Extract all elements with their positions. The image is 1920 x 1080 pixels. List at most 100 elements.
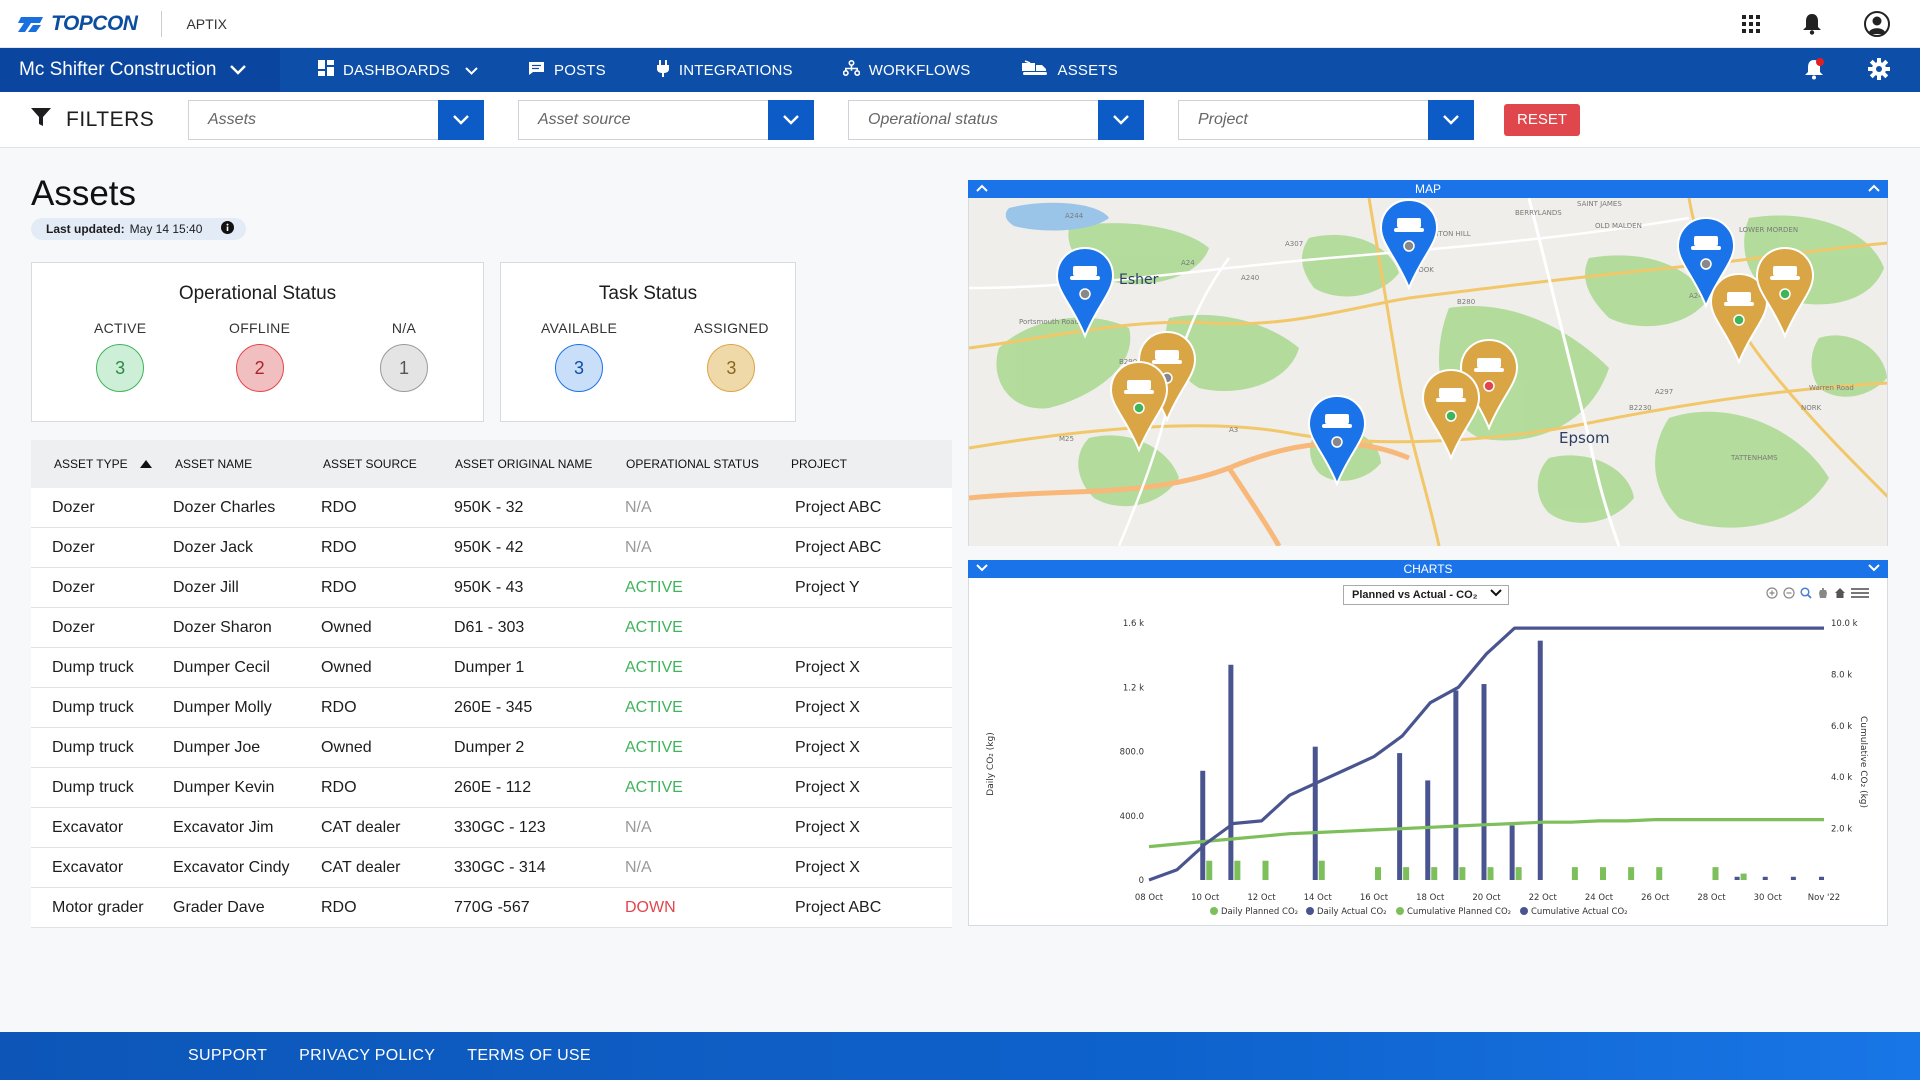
table-row[interactable]: Dozer Dozer Jack RDO 950K - 42 N/A Project AB… xyxy=(31,528,952,568)
assets-map[interactable]: Esher Epsom SAINT JAMES BERRYLANDS OLD MAL… xyxy=(968,198,1888,546)
column-header-asset-original-name[interactable]: ASSET ORIGINAL NAME xyxy=(455,457,593,471)
map-panel-header[interactable]: MAP xyxy=(968,180,1888,198)
apps-grid-icon[interactable] xyxy=(1742,15,1760,33)
table-row[interactable]: Dozer Dozer Jill RDO 950K - 43 ACTIVE Project… xyxy=(31,568,952,608)
notification-bell-icon[interactable] xyxy=(1802,13,1822,35)
map-small-label: A3 xyxy=(1229,426,1238,434)
project-filter-select[interactable]: Project xyxy=(1178,99,1474,140)
cell-operational-status: N/A xyxy=(625,858,652,876)
reset-filters-button[interactable]: RESET xyxy=(1504,103,1580,136)
column-header-asset-source[interactable]: ASSET SOURCE xyxy=(323,457,417,471)
cell-project: Project Y xyxy=(795,578,860,596)
cell-project: Project ABC xyxy=(795,538,882,556)
nav-posts[interactable]: POSTS xyxy=(528,61,606,80)
cell-asset-source: RDO xyxy=(321,778,357,796)
chevron-down-icon[interactable] xyxy=(1098,99,1144,140)
column-header-operational-status[interactable]: OPERATIONAL STATUS xyxy=(626,457,759,471)
table-row[interactable]: Excavator Excavator Cindy CAT dealer 330GC … xyxy=(31,848,952,888)
alert-bell-icon[interactable] xyxy=(1804,58,1824,80)
sort-ascending-icon[interactable] xyxy=(139,457,152,471)
cell-asset-type: Dump truck xyxy=(52,698,134,716)
operational-status-filter-select[interactable]: Operational status xyxy=(848,99,1144,140)
map-pin-assigned[interactable] xyxy=(1755,246,1815,339)
task-available-count: 3 xyxy=(555,344,604,392)
settings-gear-icon[interactable] xyxy=(1868,58,1890,80)
chevron-down-icon[interactable] xyxy=(438,99,484,140)
map-pin-assigned[interactable] xyxy=(1421,368,1481,461)
table-body: Dozer Dozer Charles RDO 950K - 32 N/A Project… xyxy=(31,488,952,928)
footer-link-privacy-policy[interactable]: PRIVACY POLICY xyxy=(299,1047,436,1064)
status-na-count: 1 xyxy=(380,344,428,392)
info-icon[interactable] xyxy=(221,221,235,237)
assets-filter-select[interactable]: Assets xyxy=(188,99,484,140)
bar-daily-actual xyxy=(1425,780,1431,880)
task-assigned[interactable]: ASSIGNED 3 xyxy=(694,320,769,392)
map-small-label: A240 xyxy=(1241,274,1259,282)
y2-tick-label: 2.0 k xyxy=(1831,825,1852,835)
zoom-in-icon[interactable] xyxy=(1766,586,1778,604)
map-pin-assigned[interactable] xyxy=(1137,330,1197,423)
divider xyxy=(161,10,163,37)
topcon-logo[interactable]: TOPCON xyxy=(17,12,138,36)
chart-menu-icon[interactable] xyxy=(1851,586,1869,604)
status-active[interactable]: ACTIVE 3 xyxy=(94,320,146,392)
chevron-down-icon xyxy=(230,59,247,81)
table-row[interactable]: Dump truck Dumper Molly RDO 260E - 345 ACTIV… xyxy=(31,688,952,728)
table-row[interactable]: Excavator Excavator Jim CAT dealer 330GC - … xyxy=(31,808,952,848)
organization-selector[interactable]: Mc Shifter Construction xyxy=(0,48,280,92)
chevron-down-icon[interactable] xyxy=(976,561,988,575)
table-row[interactable]: Dozer Dozer Sharon Owned D61 - 303 ACTIVE xyxy=(31,608,952,648)
footer-link-support[interactable]: SUPPORT xyxy=(188,1047,268,1064)
map-pin-available[interactable] xyxy=(1055,246,1115,339)
cell-asset-name: Grader Dave xyxy=(173,898,265,916)
pan-hand-icon[interactable] xyxy=(1817,586,1829,604)
table-row[interactable]: Motor grader Grader Dave RDO 770G -567 DOWN P… xyxy=(31,888,952,928)
map-pin-available[interactable] xyxy=(1307,394,1367,487)
x-tick-label: 26 Oct xyxy=(1641,893,1670,903)
nav-dashboards[interactable]: DASHBOARDS xyxy=(318,60,478,80)
map-pin-assigned[interactable] xyxy=(1709,272,1769,365)
map-pin-available[interactable] xyxy=(1676,216,1736,309)
chart-type-select[interactable]: Planned vs Actual - CO₂ xyxy=(1343,585,1509,605)
column-header-project[interactable]: PROJECT xyxy=(791,457,848,471)
magnify-icon[interactable] xyxy=(1800,586,1812,604)
user-account-icon[interactable] xyxy=(1864,11,1890,37)
map-pin-available[interactable] xyxy=(1379,198,1439,291)
map-pin-assigned[interactable] xyxy=(1459,338,1519,431)
operational-status-title: Operational Status xyxy=(178,283,337,304)
table-row[interactable]: Dump truck Dumper Cecil Owned Dumper 1 ACTIV… xyxy=(31,648,952,688)
line-cumulative-planned xyxy=(1148,818,1824,849)
zoom-out-icon[interactable] xyxy=(1783,586,1795,604)
cell-asset-original-name: 260E - 112 xyxy=(454,778,532,796)
bar-daily-planned xyxy=(1571,867,1578,880)
legend-label: Cumulative Planned CO₂ xyxy=(1407,907,1511,917)
table-row[interactable]: Dump truck Dumper Kevin RDO 260E - 112 ACTIV… xyxy=(31,768,952,808)
map-pins[interactable] xyxy=(1055,198,1815,487)
chevron-up-icon[interactable] xyxy=(1868,181,1880,195)
column-header-asset-type[interactable]: ASSET TYPE xyxy=(31,457,173,471)
bar-daily-planned xyxy=(1403,867,1410,880)
task-available[interactable]: AVAILABLE 3 xyxy=(541,320,617,392)
map-small-label: BERRYLANDS xyxy=(1515,209,1562,217)
home-icon[interactable] xyxy=(1834,586,1846,604)
nav-integrations[interactable]: INTEGRATIONS xyxy=(656,59,793,81)
table-row[interactable]: Dump truck Dumper Joe Owned Dumper 2 ACTIVE P… xyxy=(31,728,952,768)
status-offline[interactable]: OFFLINE 2 xyxy=(229,320,290,392)
nav-assets[interactable]: ASSETS xyxy=(1021,60,1118,80)
map-small-label: Warren Road xyxy=(1809,384,1854,392)
bar-daily-actual xyxy=(1734,876,1740,880)
table-row[interactable]: Dozer Dozer Charles RDO 950K - 32 N/A Project… xyxy=(31,488,952,528)
map-pin-assigned[interactable] xyxy=(1109,360,1169,453)
chevron-down-icon[interactable] xyxy=(1868,561,1880,575)
cell-operational-status: ACTIVE xyxy=(625,618,683,636)
nav-workflows[interactable]: WORKFLOWS xyxy=(842,59,971,80)
chevron-up-icon[interactable] xyxy=(976,181,988,195)
status-na[interactable]: N/A 1 xyxy=(380,320,428,392)
footer-link-terms-of-use[interactable]: TERMS OF USE xyxy=(467,1047,591,1064)
chevron-down-icon[interactable] xyxy=(768,99,814,140)
chevron-down-icon[interactable] xyxy=(1428,99,1474,140)
asset-source-filter-select[interactable]: Asset source xyxy=(518,99,814,140)
column-header-asset-name[interactable]: ASSET NAME xyxy=(175,457,253,471)
cell-operational-status: ACTIVE xyxy=(625,778,683,796)
charts-panel-header[interactable]: CHARTS xyxy=(968,560,1888,578)
